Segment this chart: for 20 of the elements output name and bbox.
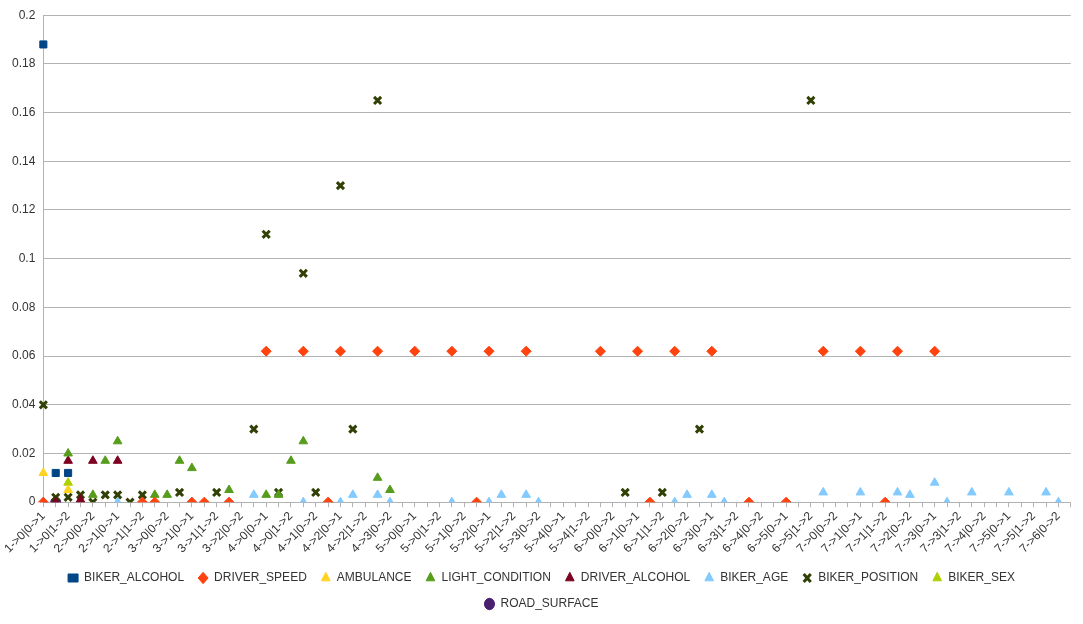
legend-label: BIKER_AGE	[720, 570, 789, 585]
y-tick-label: 0.16	[12, 104, 36, 119]
legend-label: LIGHT_CONDITION	[441, 570, 551, 585]
legend-label: ROAD_SURFACE	[500, 596, 599, 611]
legend-label: BIKER_ALCOHOL	[84, 570, 185, 585]
legend-label: DRIVER_ALCOHOL	[580, 570, 691, 585]
y-tick-label: 0.14	[12, 153, 36, 168]
y-tick-label: 0.1	[18, 251, 36, 265]
y-tick-label: 0.08	[12, 299, 36, 314]
y-tick-label: 0.12	[12, 202, 36, 217]
legend-label: BIKER_POSITION	[818, 570, 919, 585]
y-tick-label: 0	[28, 494, 36, 509]
legend-label: DRIVER_SPEED	[214, 570, 308, 585]
y-tick-label: 0.18	[12, 56, 36, 71]
y-tick-label: 0.2	[18, 7, 36, 22]
y-tick-label: 0.04	[12, 397, 36, 412]
y-tick-label: 0.02	[12, 445, 36, 460]
legend-label: AMBULANCE	[336, 570, 412, 585]
y-tick-label: 0.06	[12, 348, 36, 363]
legend-label: BIKER_SEX	[948, 570, 1015, 585]
